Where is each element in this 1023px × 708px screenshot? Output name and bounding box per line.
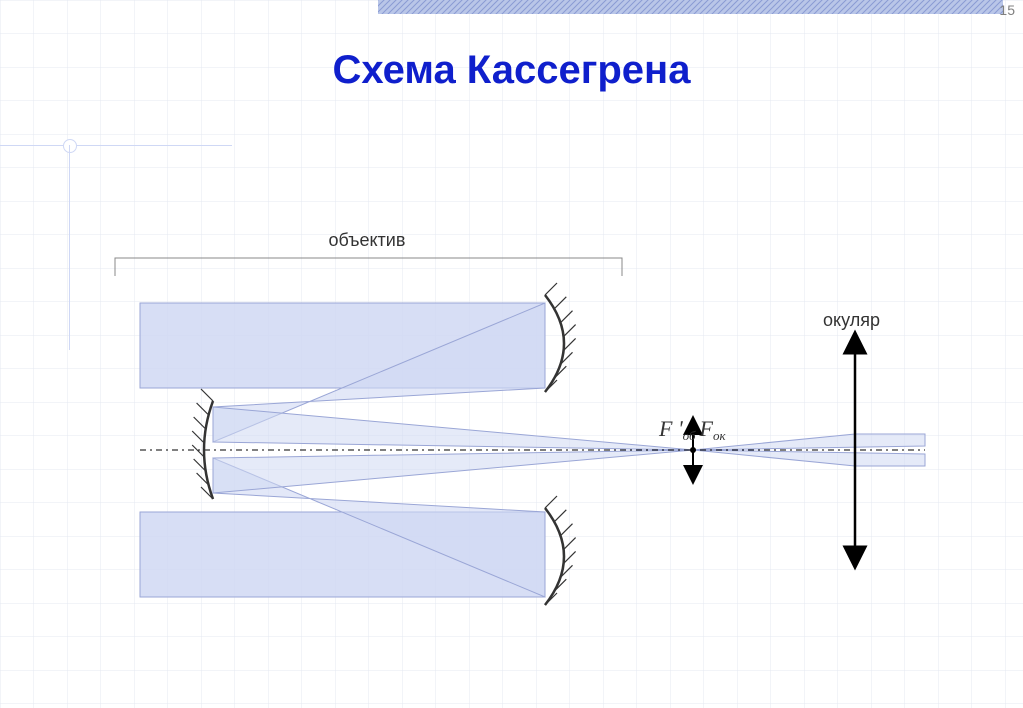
cassegrain-diagram [0,0,1023,708]
beam-secondary-to-focus-bottom [213,450,693,493]
slide: 15 Схема Кассегрена объектив окуляр F ʹо… [0,0,1023,708]
objective-bracket [115,258,622,276]
focal-point [690,447,696,453]
label-focal-points: F ʹоб Fок [659,416,726,444]
label-objective: объектив [329,230,406,251]
beam-secondary-to-focus-top [213,407,693,450]
label-eyepiece: окуляр [823,310,880,331]
beam-exit-top [693,434,925,450]
label-f-obj: F ʹ [659,416,683,441]
label-f-obj-sub: об [683,428,696,443]
label-f-ok: F [700,416,713,441]
label-f-ok-sub: ок [713,428,726,443]
beam-exit-bottom [693,450,925,466]
